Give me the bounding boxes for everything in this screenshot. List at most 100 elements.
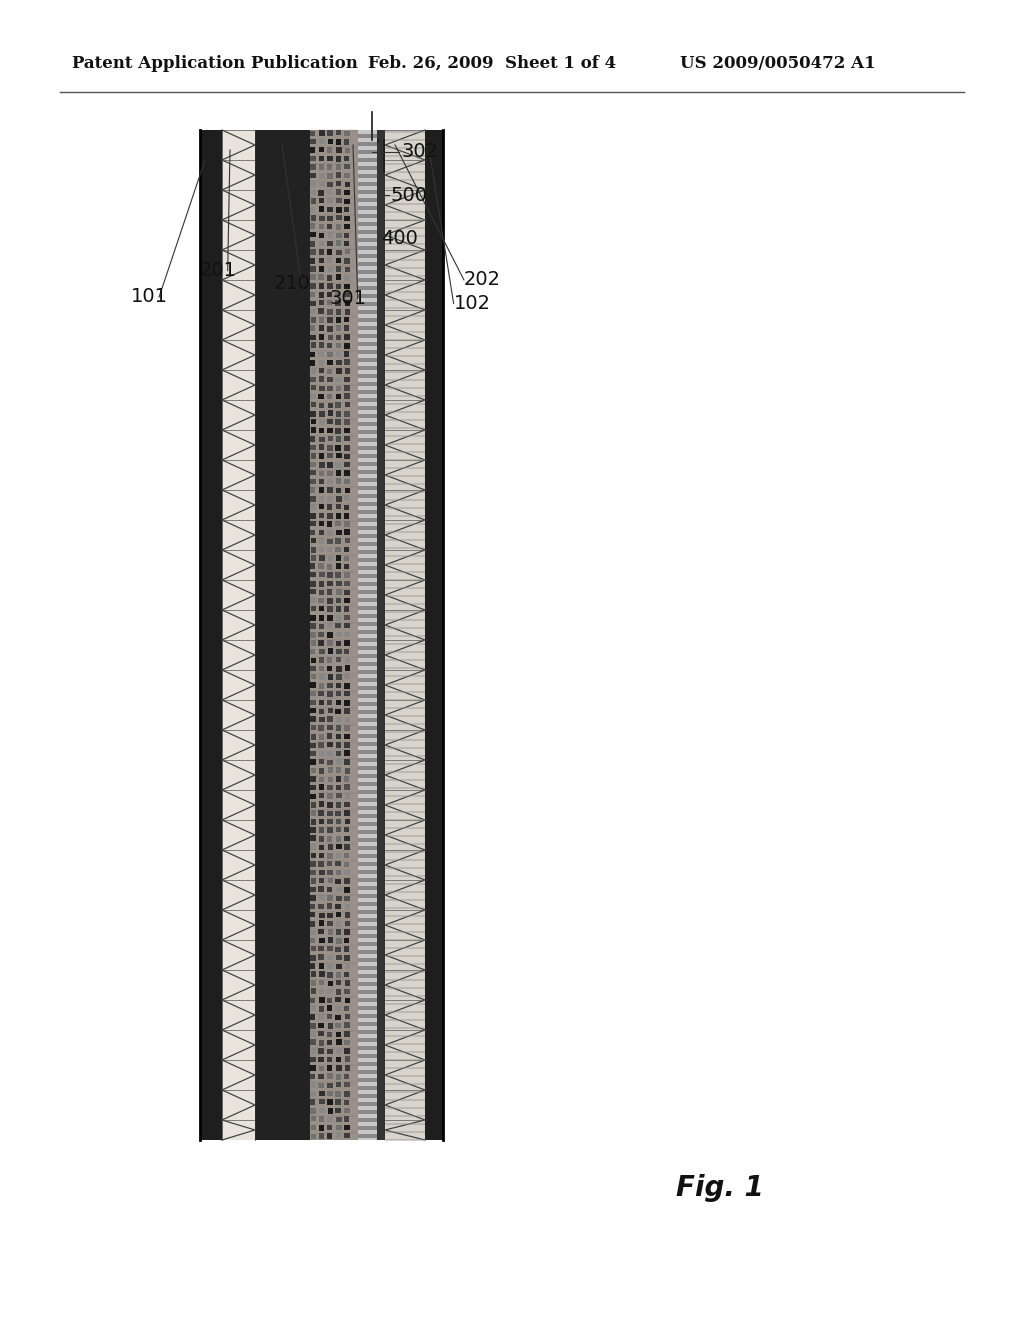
- Bar: [344, 709, 350, 714]
- Bar: [385, 172, 425, 173]
- Bar: [336, 1117, 342, 1122]
- Bar: [318, 403, 325, 408]
- Bar: [358, 750, 377, 754]
- Bar: [318, 904, 324, 909]
- Bar: [344, 826, 349, 833]
- Bar: [358, 570, 377, 574]
- Bar: [385, 387, 425, 389]
- Bar: [310, 554, 316, 561]
- Bar: [335, 623, 341, 628]
- Bar: [328, 853, 333, 859]
- Bar: [310, 445, 315, 450]
- Bar: [319, 1098, 325, 1105]
- Bar: [328, 632, 333, 638]
- Bar: [319, 979, 325, 985]
- Bar: [358, 694, 377, 698]
- Bar: [336, 275, 341, 280]
- Bar: [358, 874, 377, 878]
- Bar: [336, 453, 342, 458]
- Bar: [318, 590, 325, 595]
- Bar: [318, 878, 325, 883]
- Bar: [318, 496, 325, 502]
- Bar: [318, 428, 325, 433]
- Bar: [310, 148, 315, 153]
- Bar: [385, 1092, 425, 1093]
- Bar: [319, 182, 325, 187]
- Bar: [328, 648, 333, 653]
- Bar: [310, 743, 315, 748]
- Bar: [318, 929, 324, 935]
- Bar: [310, 939, 315, 944]
- Bar: [358, 226, 377, 230]
- Bar: [358, 399, 377, 403]
- Bar: [336, 487, 341, 494]
- Bar: [310, 275, 315, 280]
- Bar: [310, 139, 315, 144]
- Bar: [344, 462, 349, 467]
- Bar: [385, 459, 425, 461]
- Bar: [310, 904, 315, 909]
- Bar: [358, 1059, 377, 1063]
- Bar: [385, 347, 425, 348]
- Bar: [328, 471, 333, 477]
- Bar: [336, 437, 341, 442]
- Bar: [328, 198, 333, 203]
- Bar: [344, 207, 349, 213]
- Text: 500: 500: [391, 186, 428, 205]
- Bar: [310, 317, 316, 323]
- Bar: [358, 135, 377, 139]
- Bar: [327, 623, 333, 628]
- Bar: [358, 1086, 377, 1090]
- Bar: [358, 354, 377, 358]
- Bar: [318, 504, 325, 510]
- Bar: [319, 717, 325, 722]
- Bar: [385, 1082, 425, 1085]
- Bar: [385, 867, 425, 869]
- Bar: [358, 178, 377, 182]
- Bar: [385, 891, 425, 894]
- Bar: [336, 1107, 341, 1113]
- Bar: [336, 189, 341, 195]
- Bar: [310, 368, 316, 374]
- Bar: [310, 803, 316, 808]
- Bar: [358, 649, 377, 653]
- Bar: [344, 343, 349, 348]
- Bar: [358, 822, 377, 826]
- Bar: [310, 1134, 316, 1139]
- Bar: [328, 334, 333, 341]
- Bar: [385, 747, 425, 748]
- Bar: [358, 978, 377, 982]
- Bar: [358, 314, 377, 318]
- Bar: [344, 606, 349, 612]
- Bar: [358, 917, 377, 921]
- Bar: [358, 846, 377, 850]
- Bar: [344, 682, 350, 689]
- Bar: [385, 675, 425, 677]
- Bar: [385, 739, 425, 741]
- Bar: [318, 684, 325, 689]
- Bar: [327, 667, 333, 672]
- Bar: [345, 665, 350, 671]
- Bar: [318, 920, 325, 925]
- Bar: [385, 1051, 425, 1053]
- Bar: [358, 630, 377, 634]
- Bar: [358, 290, 377, 294]
- Bar: [358, 342, 377, 346]
- Bar: [385, 129, 425, 1140]
- Bar: [318, 309, 324, 314]
- Bar: [328, 675, 333, 680]
- Bar: [358, 858, 377, 862]
- Bar: [310, 479, 315, 484]
- Bar: [318, 1057, 324, 1063]
- Bar: [336, 317, 341, 322]
- Bar: [336, 403, 341, 408]
- Bar: [344, 734, 350, 739]
- Bar: [310, 376, 315, 381]
- Bar: [358, 362, 377, 366]
- Bar: [336, 564, 341, 569]
- Bar: [358, 198, 377, 202]
- Bar: [385, 859, 425, 861]
- Bar: [358, 1010, 377, 1014]
- Bar: [328, 242, 333, 247]
- Bar: [344, 784, 349, 789]
